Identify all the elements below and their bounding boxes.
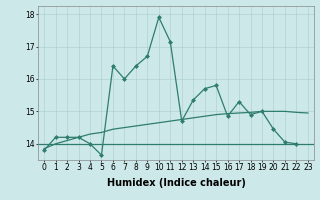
X-axis label: Humidex (Indice chaleur): Humidex (Indice chaleur) <box>107 178 245 188</box>
